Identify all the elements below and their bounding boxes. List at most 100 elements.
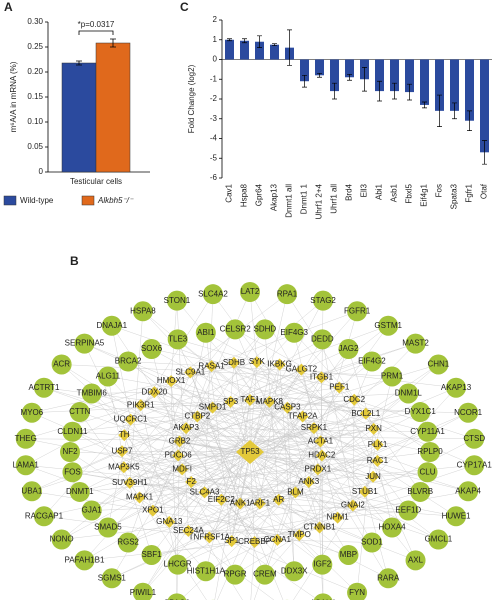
- hub-label: TP53: [240, 447, 260, 456]
- edge: [217, 503, 260, 600]
- outer-node: [382, 517, 403, 538]
- inner-node: [133, 491, 146, 504]
- y-tick-label: -4: [210, 134, 218, 143]
- inner-node: [289, 486, 302, 499]
- error-bar: [347, 73, 352, 81]
- node-label: SDHD: [254, 325, 277, 334]
- edge: [250, 541, 255, 600]
- edge: [91, 393, 210, 538]
- x-tick-label: Fos: [435, 184, 444, 197]
- error-bar: [242, 38, 247, 44]
- edge: [212, 329, 266, 408]
- inner-node: [367, 470, 380, 483]
- node-label: HUWE1: [442, 511, 471, 520]
- inner-node: [123, 476, 136, 489]
- edge: [277, 438, 475, 541]
- edge: [191, 451, 251, 483]
- inner-node: [205, 360, 218, 373]
- bar: [420, 59, 429, 105]
- outer-node: [15, 428, 36, 449]
- node-label: ITGB1: [310, 372, 334, 381]
- edge: [221, 451, 251, 500]
- node-label: SLC4A3: [190, 487, 220, 496]
- inner-node: [302, 475, 315, 488]
- outer-node: [62, 462, 83, 483]
- edge: [178, 332, 295, 456]
- edge: [169, 481, 192, 522]
- edge: [249, 413, 366, 453]
- edge: [111, 325, 131, 420]
- node-label: ANK1: [230, 499, 251, 508]
- inner-node: [176, 463, 189, 476]
- bar: [405, 59, 414, 93]
- edge: [188, 530, 300, 536]
- edge: [91, 401, 231, 511]
- bar: [255, 41, 264, 60]
- outer-node: [202, 284, 223, 305]
- error-bar: [452, 102, 457, 120]
- outer-node: [312, 329, 333, 350]
- edge: [364, 376, 393, 492]
- inner-node: [295, 363, 308, 376]
- edge: [212, 407, 251, 453]
- edge: [31, 361, 257, 413]
- edge: [230, 362, 235, 402]
- edge: [230, 343, 416, 403]
- outer-node: [33, 377, 54, 398]
- edge: [249, 451, 365, 492]
- edge: [190, 372, 241, 504]
- node-label: DDX3X: [281, 566, 308, 575]
- bar: [465, 59, 474, 121]
- outer-node: [284, 561, 305, 582]
- y-tick-label: -6: [210, 173, 218, 182]
- edge: [179, 441, 374, 477]
- panel-label: B: [70, 254, 79, 268]
- edge: [249, 451, 309, 483]
- y-tick-label: -1: [210, 74, 218, 83]
- y-tick-label: 0.10: [27, 117, 43, 126]
- edge: [249, 451, 255, 542]
- y-tick-label: -3: [210, 114, 218, 123]
- node-label: FGFR1: [344, 306, 371, 315]
- edge: [249, 387, 340, 453]
- x-tick-label: Akap13: [270, 183, 279, 211]
- edge: [25, 404, 141, 439]
- outer-node: [101, 568, 122, 589]
- significance-bracket: [78, 30, 114, 35]
- x-tick-label: Cav1: [225, 183, 234, 202]
- node-label: XPO1: [142, 506, 164, 515]
- edge: [249, 362, 258, 453]
- inner-node: [244, 394, 256, 406]
- inner-node: [248, 535, 261, 548]
- outer-node: [118, 351, 139, 372]
- node-label: HIST1H1A: [187, 566, 226, 575]
- edge: [177, 339, 257, 363]
- edge: [139, 451, 251, 498]
- y-tick-label: 2: [213, 15, 218, 24]
- error-bar: [257, 35, 262, 48]
- edge: [152, 510, 206, 572]
- edge: [182, 451, 251, 470]
- outer-node: [81, 383, 102, 404]
- outer-node: [60, 442, 80, 462]
- inner-node: [371, 438, 384, 451]
- node-label: ACTA1: [308, 437, 334, 446]
- node-label: MBP: [340, 550, 357, 559]
- legend-swatch: [3, 195, 17, 206]
- node-label: SRPK1: [301, 423, 328, 432]
- edge: [130, 419, 251, 453]
- edge: [249, 377, 322, 453]
- edge: [151, 348, 340, 388]
- x-tick-label: Eif4g1: [420, 183, 429, 206]
- node-label: BLVRB: [407, 487, 433, 496]
- edge: [107, 376, 123, 452]
- edge: [107, 376, 222, 500]
- edge: [152, 451, 251, 511]
- inner-node: [198, 486, 211, 499]
- edge: [205, 332, 374, 430]
- outer-node: [141, 544, 162, 565]
- outer-node: [410, 402, 431, 423]
- outer-node: [417, 421, 438, 442]
- edge: [190, 311, 358, 373]
